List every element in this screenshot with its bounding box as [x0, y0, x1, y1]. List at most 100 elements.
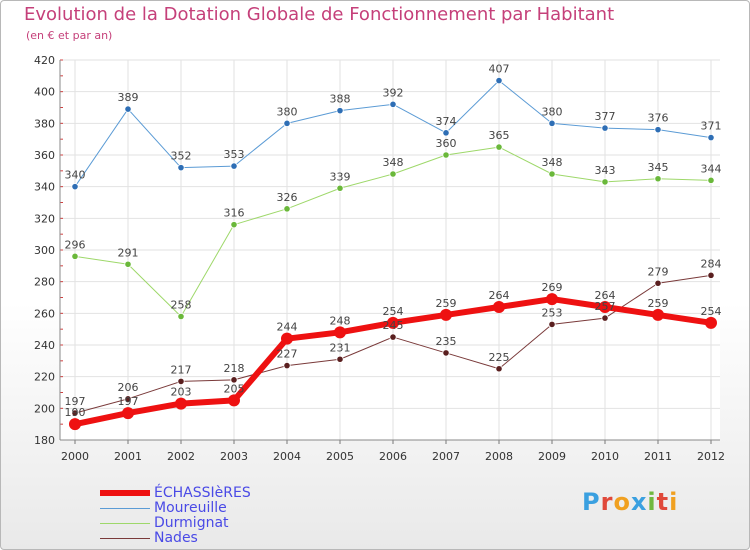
x-tick-label: 2002: [167, 450, 195, 463]
data-point: [177, 164, 185, 172]
data-point: [230, 162, 238, 170]
brand-letter: t: [656, 488, 670, 516]
data-label: 264: [595, 289, 616, 302]
data-point: [652, 308, 664, 321]
chart-subtitle: (en € et par an): [26, 29, 113, 42]
data-point: [387, 316, 399, 329]
data-label: 259: [648, 297, 669, 310]
data-point: [228, 394, 240, 407]
data-label: 205: [224, 382, 245, 395]
legend-label: Moureuille: [154, 500, 227, 516]
data-label: 380: [542, 105, 563, 118]
data-point: [124, 105, 132, 113]
legend-swatch: [100, 490, 150, 496]
data-label: 259: [436, 297, 457, 310]
data-point: [71, 409, 79, 417]
data-point: [71, 252, 79, 260]
legend-swatch: [100, 508, 150, 509]
data-label: 235: [436, 335, 457, 348]
data-point: [281, 332, 293, 345]
legend-label: Nades: [154, 530, 198, 546]
data-label-layer: 340 389 352 353 380 388 392 374 407 380 377 376 371 2…: [65, 63, 722, 420]
data-point: [442, 151, 450, 159]
data-label: 248: [330, 314, 351, 327]
data-point: [334, 326, 346, 339]
data-label: 326: [277, 191, 298, 204]
x-tick-label: 2010: [591, 450, 619, 463]
data-point: [601, 178, 609, 186]
data-label: 345: [648, 161, 669, 174]
data-label: 254: [383, 305, 404, 318]
brand-letter: i: [669, 488, 679, 516]
data-point: [493, 301, 505, 313]
chart-title: Evolution de la Dotation Globale de Fonc…: [24, 4, 615, 25]
legend-swatch: [100, 538, 150, 539]
data-point: [654, 175, 662, 183]
data-point: [442, 349, 450, 357]
data-label: 284: [701, 257, 722, 270]
y-tick-label: 420: [34, 54, 55, 67]
data-point: [601, 314, 609, 322]
data-point: [336, 355, 344, 363]
data-label: 254: [701, 305, 722, 318]
data-point: [495, 365, 503, 373]
data-point: [283, 361, 291, 370]
data-label: 407: [489, 63, 510, 76]
x-tick-label: 2001: [114, 450, 142, 463]
data-label: 253: [542, 306, 563, 319]
x-tick-label: 2008: [485, 450, 513, 463]
data-point: [654, 126, 662, 134]
x-tick-label: 2007: [432, 450, 460, 463]
y-tick-label: 220: [34, 371, 55, 384]
brand-letter: x: [630, 488, 648, 516]
data-label: 316: [224, 207, 245, 220]
brand-logo: Proxiti: [582, 488, 678, 516]
data-point: [707, 176, 715, 184]
data-label: 377: [595, 110, 616, 123]
data-point: [283, 205, 291, 213]
data-point: [336, 107, 344, 115]
data-label: 269: [542, 281, 563, 294]
data-point: [230, 376, 238, 384]
y-tick-label: 300: [34, 244, 55, 257]
data-point: [389, 333, 397, 341]
data-label: 257: [595, 300, 616, 313]
data-point: [71, 183, 79, 191]
y-tick-label: 240: [34, 339, 55, 352]
data-point: [601, 124, 609, 132]
data-point: [389, 170, 397, 178]
y-tick-label: 340: [34, 181, 55, 194]
data-point: [177, 312, 185, 321]
y-tick-label: 360: [34, 149, 55, 162]
brand-letter: P: [582, 488, 601, 516]
data-label: 291: [118, 246, 139, 259]
data-point: [548, 119, 556, 127]
data-label: 258: [171, 299, 192, 312]
data-label: 190: [65, 406, 86, 419]
legend-swatch: [100, 523, 150, 524]
data-label: 374: [436, 115, 457, 128]
y-tick-label: 320: [34, 212, 55, 225]
data-label: 348: [383, 156, 404, 169]
x-tick-label: 2011: [644, 450, 672, 463]
data-point: [175, 397, 187, 410]
data-label: 389: [118, 91, 139, 104]
x-tick-label: 2003: [220, 450, 248, 463]
data-point: [599, 301, 611, 313]
x-tick-label: 2009: [538, 450, 566, 463]
brand-letter: r: [600, 488, 614, 516]
data-label: 218: [224, 362, 245, 375]
data-label: 353: [224, 148, 245, 161]
data-point: [546, 293, 558, 306]
legend-label: ÉCHASSIèRES: [154, 485, 251, 501]
y-tick-label: 260: [34, 307, 55, 320]
data-label: 371: [701, 120, 722, 133]
data-point: [230, 221, 238, 229]
y-tick-label: 280: [34, 276, 55, 289]
data-label: 264: [489, 289, 510, 302]
data-point: [705, 316, 717, 329]
x-tick-label: 2005: [326, 450, 354, 463]
data-point: [440, 308, 452, 321]
data-label: 352: [171, 150, 192, 163]
